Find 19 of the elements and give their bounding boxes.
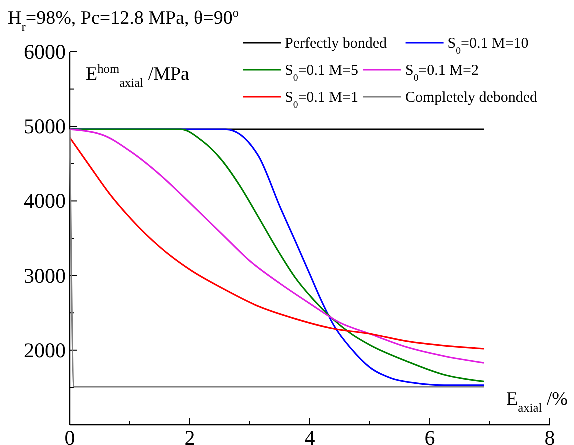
x-axis-title: E$_{axial}$ /% — [506, 389, 568, 415]
chart-title: H$_{r}$=98%, Pc=12.8 MPa, θ=90$^{o}$ — [8, 6, 239, 34]
x-tick-label: 2 — [184, 426, 196, 445]
legend-label: S$_{0}$=0.1 M=2 — [406, 63, 479, 84]
legend-label: S$_{0}$=0.1 M=1 — [285, 90, 358, 110]
legend-label: Perfectly bonded — [285, 36, 388, 52]
x-tick-label: 8 — [544, 426, 556, 445]
x-tick-label: 4 — [304, 426, 316, 445]
legend-label: S$_{0}$=0.1 M=10 — [448, 36, 529, 56]
x-tick-label: 6 — [424, 426, 436, 445]
legend-label: S$_{0}$=0.1 M=5 — [285, 63, 358, 84]
y-axis-title: E$^{hom}$$_{axial}$ /MPa — [86, 62, 190, 90]
y-tick-label: 6000 — [24, 40, 66, 64]
y-tick-label: 3000 — [24, 264, 66, 288]
x-tick-label: 0 — [64, 426, 76, 445]
legend-label: Completely debonded — [406, 90, 538, 106]
y-tick-label: 2000 — [24, 338, 66, 362]
y-tick-label: 4000 — [24, 189, 66, 214]
y-tick-label: 5000 — [24, 114, 66, 139]
